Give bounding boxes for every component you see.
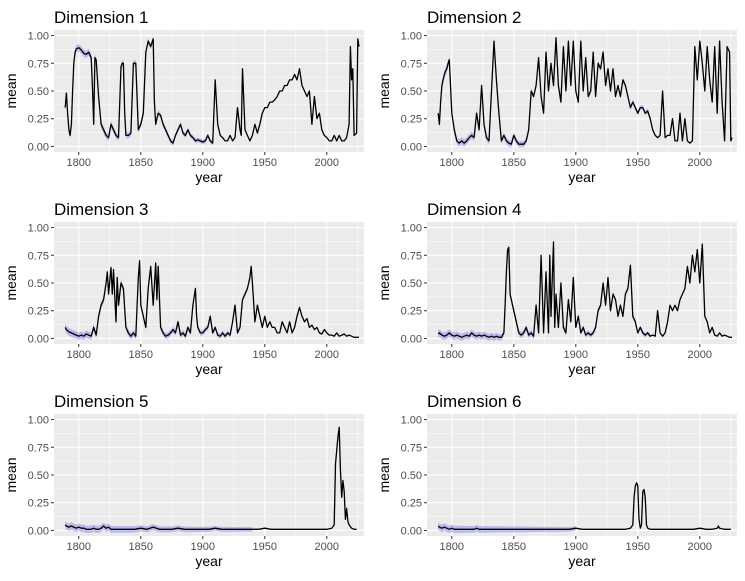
panel-5-series-line [64, 426, 357, 530]
panel-2-x-axis-title: year [568, 169, 596, 185]
panel-2-y-axis-title: mean [376, 73, 392, 108]
panel-3-y-tick-label: 0.25 [28, 306, 49, 318]
panel-6-y-tick-label: 1.00 [401, 415, 422, 427]
panel-6-y-tick-label: 0.75 [401, 442, 422, 454]
panel-5-x-tick-label: 1950 [253, 541, 277, 553]
panel-4-y-tick-label: 0.75 [401, 250, 422, 262]
panel-3-y-axis-title: mean [3, 265, 19, 300]
panel-3-x-tick-label: 1800 [67, 349, 91, 361]
panel-3-y-tick-label: 0.00 [28, 333, 49, 345]
panel-5-x-axis-title: year [195, 553, 223, 569]
panel-2-y-tick-label: 0.25 [401, 114, 422, 126]
panel-3-series-line [64, 260, 359, 338]
panel-4-x-tick-label: 1950 [626, 349, 650, 361]
panel-1-y-axis-title: mean [3, 73, 19, 108]
panel-1-y-tick-label: 0.25 [28, 114, 49, 126]
panel-6-y-axis-title: mean [376, 457, 392, 492]
panel-4-x-tick-label: 1800 [440, 349, 464, 361]
panel-1-x-tick-label: 1950 [253, 157, 277, 169]
panel-2-y-tick-label: 0.00 [401, 141, 422, 153]
panel-1-x-tick-label: 1850 [129, 157, 153, 169]
panel-1-y-tick-label: 0.75 [28, 58, 49, 70]
panel-1-x-tick-label: 1900 [191, 157, 215, 169]
panel-3-x-tick-label: 1850 [129, 349, 153, 361]
panel-5-title: Dimension 5 [54, 392, 149, 411]
panel-3-y-tick-label: 1.00 [28, 223, 49, 235]
panel-5-y-tick-label: 0.25 [28, 498, 49, 510]
panel-4-y-tick-label: 0.50 [401, 278, 422, 290]
panel-3-x-tick-label: 1950 [253, 349, 277, 361]
panel-6-x-axis-title: year [568, 553, 596, 569]
panel-3-x-tick-label: 2000 [315, 349, 339, 361]
panel-5-x-tick-label: 1900 [191, 541, 215, 553]
panel-6-y-tick-label: 0.25 [401, 498, 422, 510]
panel-5-y-axis-title: mean [3, 457, 19, 492]
panel-1-y-tick-label: 0.00 [28, 141, 49, 153]
panel-3-y-tick-label: 0.75 [28, 250, 49, 262]
panel-6-x-tick-label: 2000 [688, 541, 712, 553]
panel-1-y-tick-label: 1.00 [28, 31, 49, 43]
panel-1-confidence-ribbon [65, 36, 216, 146]
panel-3-x-tick-label: 1900 [191, 349, 215, 361]
panel-6-x-tick-label: 1800 [440, 541, 464, 553]
panel-5-x-tick-label: 1800 [67, 541, 91, 553]
panel-6-confidence-ribbon [438, 522, 576, 533]
panel-2-x-tick-label: 1900 [564, 157, 588, 169]
panel-2-y-tick-label: 1.00 [401, 31, 422, 43]
panel-5-confidence-ribbon [65, 521, 253, 533]
panel-1-x-axis-title: year [195, 169, 223, 185]
panel-2-y-tick-label: 0.75 [401, 58, 422, 70]
panel-3-y-tick-label: 0.50 [28, 278, 49, 290]
panel-1-title: Dimension 1 [54, 8, 149, 27]
panel-5-x-tick-label: 2000 [315, 541, 339, 553]
panel-3-x-axis-title: year [195, 361, 223, 377]
panel-6-x-tick-label: 1850 [502, 541, 526, 553]
panel-1-y-tick-label: 0.50 [28, 86, 49, 98]
panel-4-y-tick-label: 0.25 [401, 306, 422, 318]
panel-2-x-tick-label: 2000 [688, 157, 712, 169]
panel-4-x-tick-label: 1850 [502, 349, 526, 361]
panel-4-x-tick-label: 1900 [564, 349, 588, 361]
panel-5-y-tick-label: 0.75 [28, 442, 49, 454]
panel-6-series-line [437, 482, 731, 530]
panel-1-x-tick-label: 1800 [67, 157, 91, 169]
panel-3-confidence-ribbon [65, 257, 265, 340]
panel-6-x-tick-label: 1950 [626, 541, 650, 553]
panel-4-y-tick-label: 0.00 [401, 333, 422, 345]
panel-2-x-tick-label: 1850 [502, 157, 526, 169]
panel-1-series-line [64, 38, 360, 144]
panel-2-series-line [437, 37, 733, 145]
panel-2-title: Dimension 2 [427, 8, 522, 27]
panel-4-series-line [437, 241, 732, 338]
panel-4-title: Dimension 4 [427, 200, 522, 219]
panel-2-x-tick-label: 1800 [440, 157, 464, 169]
panel-2-y-tick-label: 0.50 [401, 86, 422, 98]
panel-5-y-tick-label: 0.00 [28, 525, 49, 537]
panel-4-x-tick-label: 2000 [688, 349, 712, 361]
panel-1-x-tick-label: 2000 [315, 157, 339, 169]
panel-6-y-tick-label: 0.00 [401, 525, 422, 537]
panel-4-y-axis-title: mean [376, 265, 392, 300]
panel-3-title: Dimension 3 [54, 200, 149, 219]
panel-5-y-tick-label: 1.00 [28, 415, 49, 427]
panel-4-y-tick-label: 1.00 [401, 223, 422, 235]
panel-4-x-axis-title: year [568, 361, 596, 377]
panel-6-y-tick-label: 0.50 [401, 470, 422, 482]
panel-5-x-tick-label: 1850 [129, 541, 153, 553]
panel-6-x-tick-label: 1900 [564, 541, 588, 553]
panel-2-x-tick-label: 1950 [626, 157, 650, 169]
panel-6-title: Dimension 6 [427, 392, 522, 411]
panel-5-y-tick-label: 0.50 [28, 470, 49, 482]
